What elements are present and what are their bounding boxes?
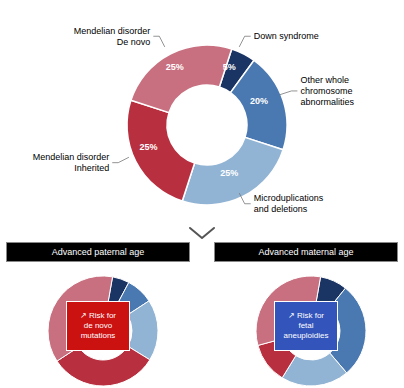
svg-text:Microduplicationsand deletions: Microduplicationsand deletions — [254, 193, 324, 214]
html-text:Advanced paternal age: Advanced paternal age — [51, 247, 145, 257]
svg-text:Mendelian disorderDe novo: Mendelian disorderDe novo — [74, 26, 151, 47]
svg-text:20%: 20% — [250, 96, 268, 106]
svg-text:Other wholechromosomeabnormali: Other wholechromosomeabnormalities — [300, 75, 354, 107]
svg-text:5%: 5% — [223, 62, 236, 72]
html-text:mutations: mutations — [80, 331, 116, 340]
html-text:Advanced maternal age: Advanced maternal age — [258, 247, 354, 257]
html-text:aneuploidies: aneuploidies — [283, 331, 329, 340]
html-text:↗ Risk for: ↗ Risk for — [288, 311, 324, 320]
svg-text:Mendelian disorderInherited: Mendelian disorderInherited — [33, 152, 110, 173]
html-text:de novo: de novo — [83, 321, 113, 330]
svg-text:25%: 25% — [140, 142, 158, 152]
svg-text:Down syndrome: Down syndrome — [254, 31, 319, 41]
svg-text:25%: 25% — [220, 168, 238, 178]
svg-text:25%: 25% — [166, 62, 184, 72]
html-text:↗ Risk for: ↗ Risk for — [80, 311, 116, 320]
html-text:fetal: fetal — [298, 321, 314, 330]
